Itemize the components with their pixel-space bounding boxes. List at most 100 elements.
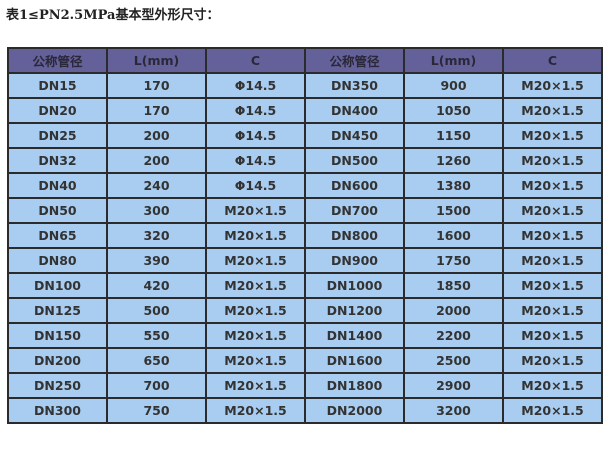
table-cell: DN1200 bbox=[304, 297, 405, 324]
table-row: DN15 170 Φ14.5 DN350 900 M20×1.5 bbox=[7, 72, 603, 99]
table-cell: DN65 bbox=[7, 222, 108, 249]
table-cell: DN900 bbox=[304, 247, 405, 274]
table-cell: DN1400 bbox=[304, 322, 405, 349]
table-cell: 2000 bbox=[403, 297, 504, 324]
table-cell: 200 bbox=[106, 147, 207, 174]
table-cell: M20×1.5 bbox=[205, 247, 306, 274]
table-row: DN50 300 M20×1.5 DN700 1500 M20×1.5 bbox=[7, 197, 603, 224]
table-caption: 表1≤PN2.5MPa基本型外形尺寸： bbox=[6, 8, 220, 23]
table-cell: DN2000 bbox=[304, 397, 405, 424]
table-cell: DN32 bbox=[7, 147, 108, 174]
table-cell: M20×1.5 bbox=[205, 347, 306, 374]
table-cell: DN500 bbox=[304, 147, 405, 174]
table-row: DN20 170 Φ14.5 DN400 1050 M20×1.5 bbox=[7, 97, 603, 124]
table-cell: M20×1.5 bbox=[502, 297, 603, 324]
table-cell: 1260 bbox=[403, 147, 504, 174]
table-cell: 3200 bbox=[403, 397, 504, 424]
table-cell: M20×1.5 bbox=[205, 297, 306, 324]
table-cell: M20×1.5 bbox=[502, 272, 603, 299]
table-cell: Φ14.5 bbox=[205, 172, 306, 199]
table-cell: 1500 bbox=[403, 197, 504, 224]
table-cell: M20×1.5 bbox=[502, 247, 603, 274]
column-header: 公称管径 bbox=[304, 47, 405, 74]
table-cell: M20×1.5 bbox=[502, 197, 603, 224]
table-cell: 900 bbox=[403, 72, 504, 99]
table-row: DN250 700 M20×1.5 DN1800 2900 M20×1.5 bbox=[7, 372, 603, 399]
table-row: DN80 390 M20×1.5 DN900 1750 M20×1.5 bbox=[7, 247, 603, 274]
column-header: L(mm) bbox=[403, 47, 504, 74]
table-cell: M20×1.5 bbox=[502, 172, 603, 199]
dimensions-table: 公称管径 L(mm) C 公称管径 L(mm) C DN15 170 Φ14.5 DN350 90… bbox=[7, 47, 603, 424]
table-cell: M20×1.5 bbox=[205, 197, 306, 224]
table-cell: 1150 bbox=[403, 122, 504, 149]
table-cell: DN100 bbox=[7, 272, 108, 299]
table-cell: 700 bbox=[106, 372, 207, 399]
table-cell: DN40 bbox=[7, 172, 108, 199]
table-cell: 170 bbox=[106, 97, 207, 124]
table-cell: M20×1.5 bbox=[502, 72, 603, 99]
table-cell: M20×1.5 bbox=[502, 372, 603, 399]
table-row: DN300 750 M20×1.5 DN2000 3200 M20×1.5 bbox=[7, 397, 603, 424]
table-cell: Φ14.5 bbox=[205, 147, 306, 174]
table-cell: DN1600 bbox=[304, 347, 405, 374]
table-cell: M20×1.5 bbox=[502, 397, 603, 424]
table-cell: 240 bbox=[106, 172, 207, 199]
table-cell: DN350 bbox=[304, 72, 405, 99]
table-row: DN100 420 M20×1.5 DN1000 1850 M20×1.5 bbox=[7, 272, 603, 299]
table-cell: DN125 bbox=[7, 297, 108, 324]
table-cell: Φ14.5 bbox=[205, 97, 306, 124]
table-cell: DN50 bbox=[7, 197, 108, 224]
table-cell: DN15 bbox=[7, 72, 108, 99]
table-cell: 1750 bbox=[403, 247, 504, 274]
table-cell: 1850 bbox=[403, 272, 504, 299]
table-cell: M20×1.5 bbox=[502, 97, 603, 124]
table-cell: M20×1.5 bbox=[502, 347, 603, 374]
table-cell: DN25 bbox=[7, 122, 108, 149]
table-cell: 2200 bbox=[403, 322, 504, 349]
column-header: C bbox=[502, 47, 603, 74]
table-cell: DN200 bbox=[7, 347, 108, 374]
table-cell: DN450 bbox=[304, 122, 405, 149]
column-header: L(mm) bbox=[106, 47, 207, 74]
table-cell: 1600 bbox=[403, 222, 504, 249]
table-cell: 1050 bbox=[403, 97, 504, 124]
table-cell: 300 bbox=[106, 197, 207, 224]
table-row: DN25 200 Φ14.5 DN450 1150 M20×1.5 bbox=[7, 122, 603, 149]
table-cell: M20×1.5 bbox=[502, 222, 603, 249]
table-cell: 750 bbox=[106, 397, 207, 424]
table-cell: 500 bbox=[106, 297, 207, 324]
table-cell: M20×1.5 bbox=[502, 322, 603, 349]
table-row: DN150 550 M20×1.5 DN1400 2200 M20×1.5 bbox=[7, 322, 603, 349]
table-row: DN200 650 M20×1.5 DN1600 2500 M20×1.5 bbox=[7, 347, 603, 374]
table-cell: DN600 bbox=[304, 172, 405, 199]
column-header: C bbox=[205, 47, 306, 74]
table-cell: DN1800 bbox=[304, 372, 405, 399]
table-cell: DN150 bbox=[7, 322, 108, 349]
table-cell: 170 bbox=[106, 72, 207, 99]
table-row: DN65 320 M20×1.5 DN800 1600 M20×1.5 bbox=[7, 222, 603, 249]
header-row: 公称管径 L(mm) C 公称管径 L(mm) C bbox=[7, 47, 603, 74]
column-header: 公称管径 bbox=[7, 47, 108, 74]
table-cell: DN700 bbox=[304, 197, 405, 224]
table-cell: 650 bbox=[106, 347, 207, 374]
table-cell: DN80 bbox=[7, 247, 108, 274]
table-cell: DN250 bbox=[7, 372, 108, 399]
table-cell: 2500 bbox=[403, 347, 504, 374]
table-cell: 320 bbox=[106, 222, 207, 249]
table-cell: DN800 bbox=[304, 222, 405, 249]
table-cell: 390 bbox=[106, 247, 207, 274]
table-cell: DN300 bbox=[7, 397, 108, 424]
table-cell: Φ14.5 bbox=[205, 72, 306, 99]
table-cell: M20×1.5 bbox=[205, 372, 306, 399]
table-cell: DN400 bbox=[304, 97, 405, 124]
table-cell: 550 bbox=[106, 322, 207, 349]
table-row: DN32 200 Φ14.5 DN500 1260 M20×1.5 bbox=[7, 147, 603, 174]
table-cell: M20×1.5 bbox=[205, 272, 306, 299]
table-cell: M20×1.5 bbox=[502, 147, 603, 174]
table-cell: M20×1.5 bbox=[502, 122, 603, 149]
table-row: DN40 240 Φ14.5 DN600 1380 M20×1.5 bbox=[7, 172, 603, 199]
table-cell: 200 bbox=[106, 122, 207, 149]
table-cell: 420 bbox=[106, 272, 207, 299]
table-cell: 2900 bbox=[403, 372, 504, 399]
table-cell: 1380 bbox=[403, 172, 504, 199]
